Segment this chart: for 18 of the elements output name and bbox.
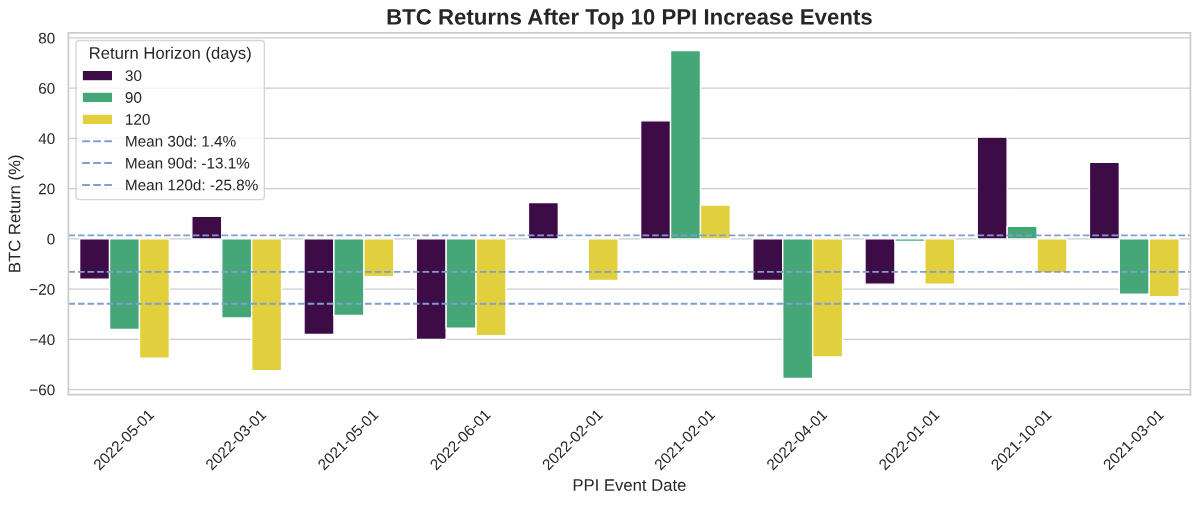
x-axis-title: PPI Event Date: [573, 479, 686, 491]
y-axis-title: BTC Return (%): [8, 155, 24, 272]
y-tick-label: 0: [47, 233, 55, 245]
legend-label: Mean 90d: -13.1%: [126, 157, 250, 169]
legend-label: 120: [126, 113, 150, 125]
legend-label: Mean 120d: -25.8%: [126, 179, 258, 191]
legend-title: Return Horizon (days): [90, 46, 251, 63]
chart-title: BTC Returns After Top 10 PPI Increase Events: [387, 8, 872, 30]
y-tick-label: 40: [38, 133, 55, 145]
y-tick-label: −40: [30, 334, 55, 346]
y-tick-label: −20: [30, 284, 55, 295]
legend-label: 30: [125, 70, 142, 82]
y-tick-label: 80: [38, 32, 55, 44]
y-tick-label: 60: [38, 83, 55, 94]
y-tick-label: −60: [30, 384, 55, 396]
y-tick-label: 20: [38, 183, 55, 195]
legend-label: 90: [125, 92, 142, 103]
legend-label: Mean 30d: 1.4%: [126, 135, 236, 147]
